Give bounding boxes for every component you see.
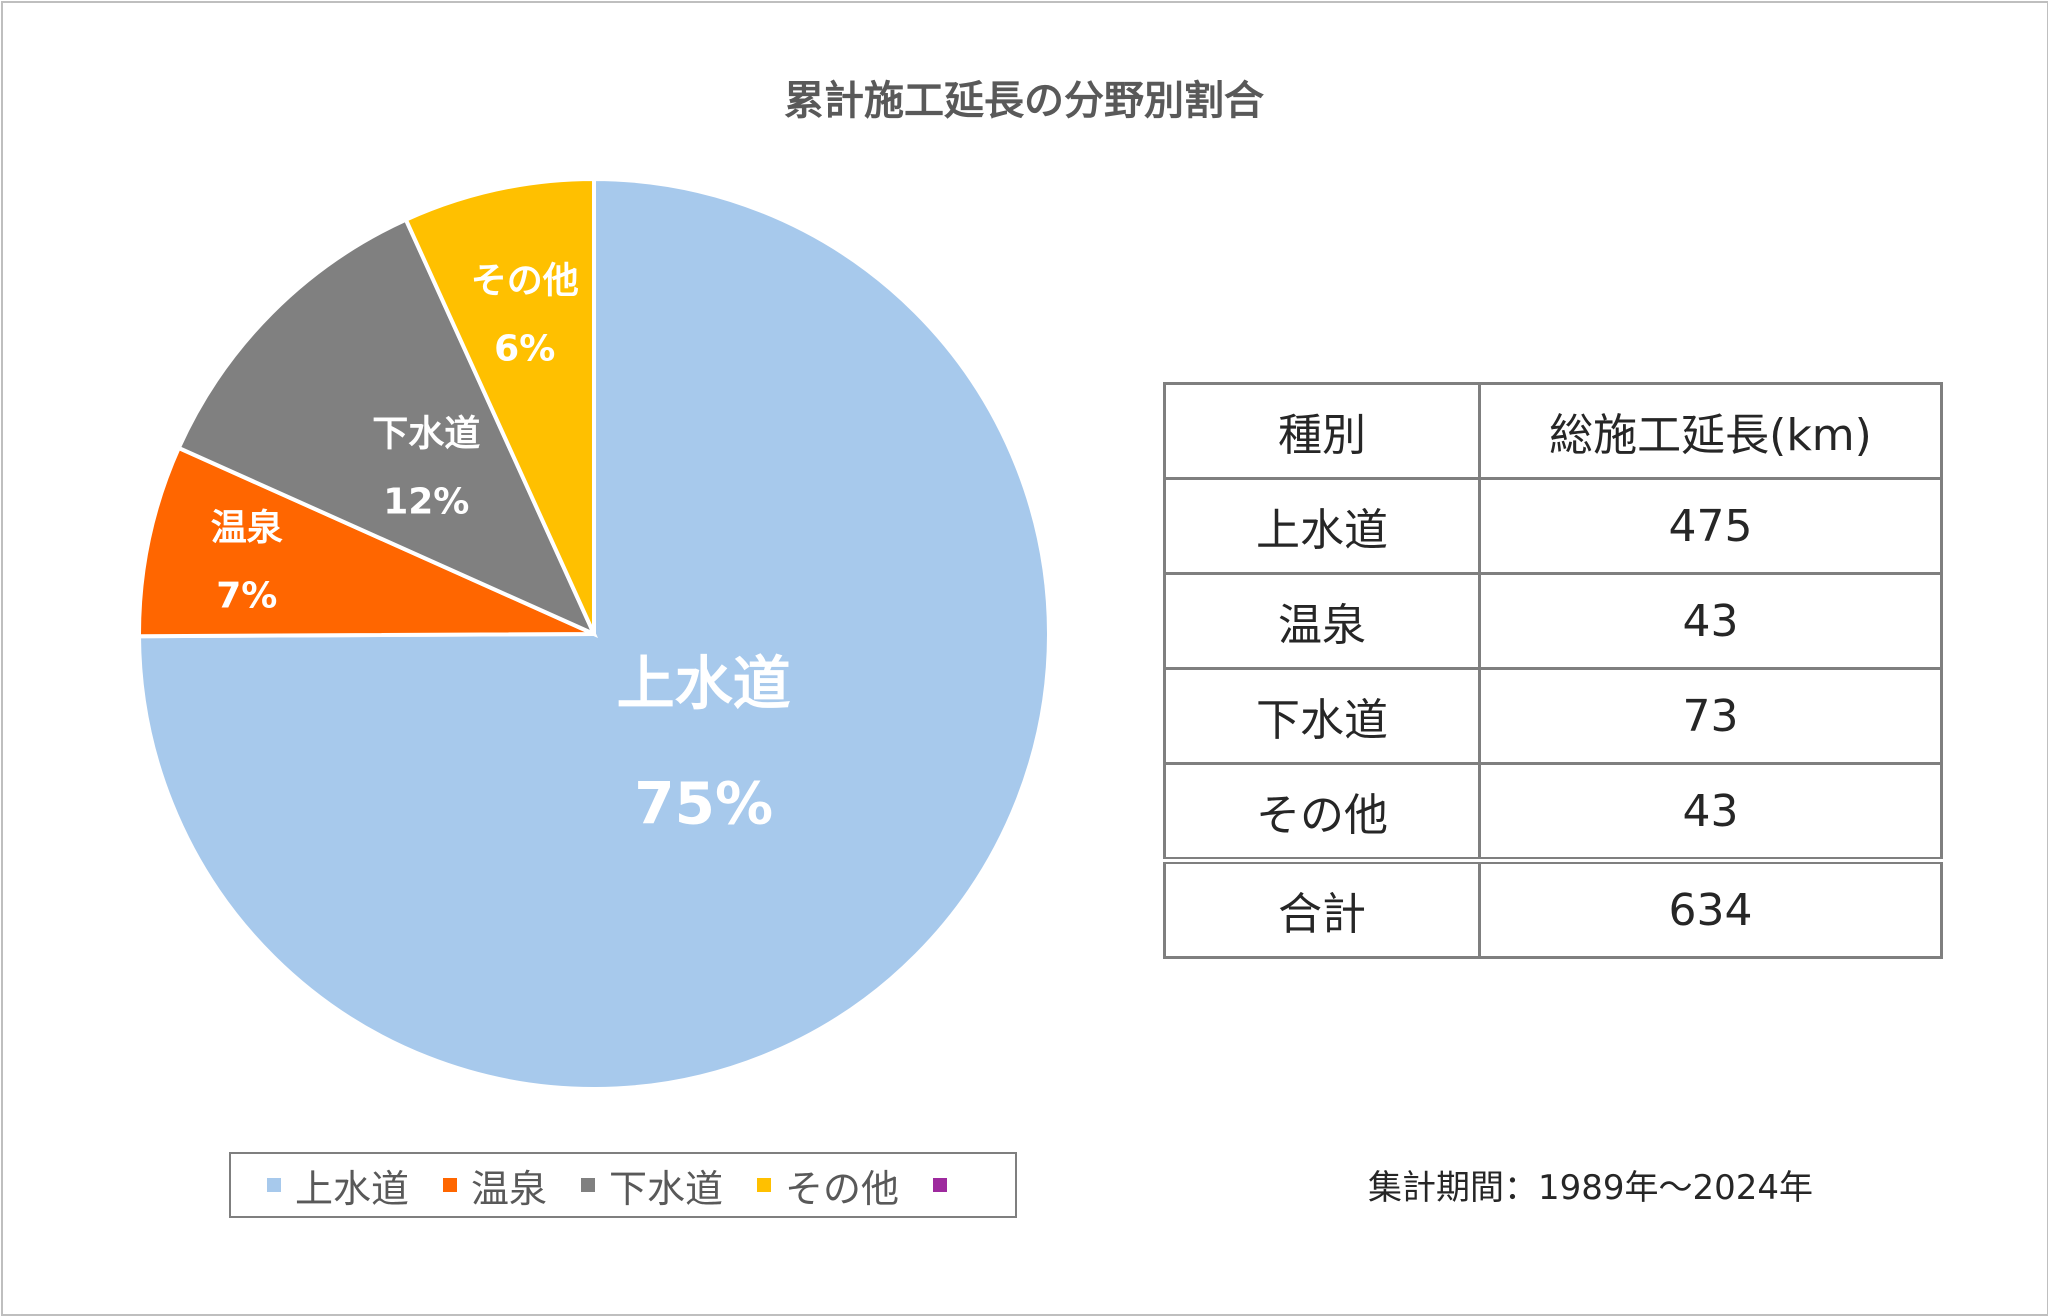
slice-percent-label: 7% [216, 575, 277, 616]
slice-percent-label: 12% [383, 482, 469, 523]
pie-slice-sewerage [176, 217, 599, 638]
table-cell-type: 温泉 [1163, 572, 1481, 670]
legend-swatch [757, 1178, 772, 1192]
table-row: 温泉 43 [1163, 572, 1943, 670]
table-cell-type: その他 [1163, 762, 1481, 862]
legend-swatch [267, 1178, 281, 1192]
pie-slice-hot-spring [137, 445, 595, 639]
table-cell-length: 43 [1478, 572, 1943, 670]
slice-percent-label: 6% [494, 328, 555, 369]
table-row: 上水道 475 [1163, 477, 1943, 575]
legend-item-water-supply: 上水道 [267, 1158, 409, 1213]
table-header-type: 種別 [1163, 382, 1481, 480]
period-note: 集計期間：1989年～2024年 [1368, 1168, 1814, 1208]
table-header-row: 種別 総施工延長(km) [1163, 382, 1943, 480]
table-cell-length: 475 [1478, 477, 1943, 575]
table-header-length: 総施工延長(km) [1478, 382, 1943, 480]
table-row: 下水道 73 [1163, 667, 1943, 765]
legend-swatch [581, 1178, 596, 1192]
table-total-row: 合計 634 [1163, 857, 1943, 959]
slice-name-label: 温泉 [211, 507, 283, 548]
table-total-value: 634 [1478, 857, 1943, 959]
slice-name-label: 上水道 [617, 649, 791, 717]
legend-item-hot-spring: 温泉 [443, 1158, 547, 1213]
legend-label: 上水道 [295, 1166, 410, 1211]
table-cell-type: 下水道 [1163, 667, 1481, 765]
slice-name-label: その他 [471, 260, 579, 301]
chart-title: 累計施工延長の分野別割合 [784, 78, 1264, 124]
pie-slice-water-supply [136, 176, 1051, 1091]
legend-label: 下水道 [609, 1166, 724, 1211]
pie-slice-other [403, 176, 596, 635]
legend-item-other: その他 [757, 1158, 899, 1213]
chart-legend: 上水道 温泉 下水道 その他 [229, 1152, 1017, 1218]
legend-item-extra [933, 1178, 961, 1192]
legend-label: 温泉 [471, 1166, 548, 1211]
table-cell-length: 73 [1478, 667, 1943, 765]
table-row: その他 43 [1163, 762, 1943, 862]
table-cell-type: 上水道 [1163, 477, 1481, 575]
slice-name-label: 下水道 [372, 414, 480, 455]
table-cell-length: 43 [1478, 762, 1943, 862]
summary-table: 種別 総施工延長(km) 上水道 475 温泉 43 下水道 73 その他 43… [1163, 382, 1943, 959]
legend-label: その他 [785, 1166, 900, 1211]
legend-swatch [443, 1178, 458, 1192]
legend-item-sewerage: 下水道 [581, 1158, 723, 1213]
legend-swatch [933, 1178, 948, 1192]
slice-percent-label: 75% [634, 769, 773, 837]
table-total-label: 合計 [1163, 857, 1481, 959]
